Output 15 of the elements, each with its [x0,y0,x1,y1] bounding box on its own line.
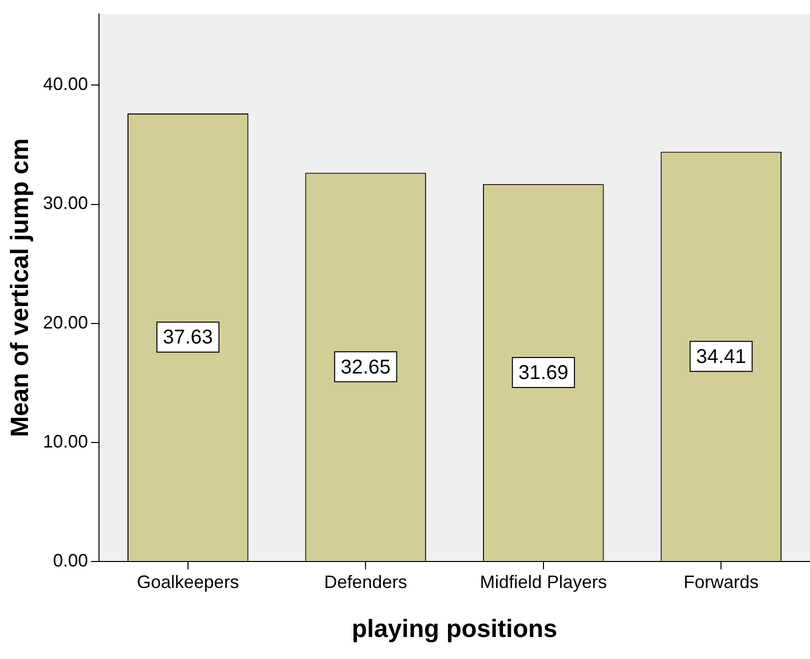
y-axis-title: Mean of vertical jump cm [6,138,34,437]
x-axis-title: playing positions [352,614,558,643]
y-tick-label: 30.00 [42,193,88,214]
x-tick-label: Midfield Players [480,572,607,592]
y-tick-label: 10.00 [42,431,88,452]
data-label: 32.65 [340,356,391,378]
x-tick-label: Defenders [324,572,408,592]
y-tick-label: 40.00 [42,74,88,94]
data-label: 37.63 [162,326,213,349]
y-tick-label: 20.00 [42,312,88,332]
x-tick-label: Goalkeepers [136,572,239,592]
y-tick-label: 0.00 [52,550,88,570]
data-label: 34.41 [696,346,746,368]
x-tick-label: Forwards [684,572,759,592]
data-label: 31.69 [518,362,568,384]
